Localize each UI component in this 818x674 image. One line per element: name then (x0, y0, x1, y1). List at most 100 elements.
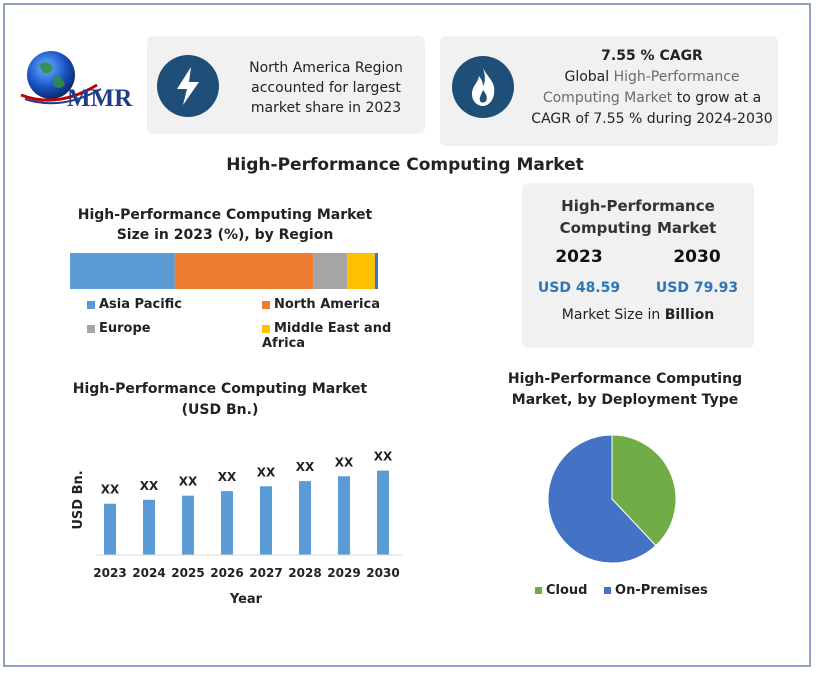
stack-segment (347, 253, 375, 289)
globe-icon: MMR (20, 51, 133, 112)
pie-chart (547, 434, 677, 564)
legend-swatch (604, 587, 612, 594)
flame-icon (472, 68, 495, 106)
banner-right-highlight: High-Performance (613, 69, 740, 85)
infographic-frame: MMR North America Region accounted for l… (3, 3, 811, 667)
bar (299, 481, 311, 555)
bar (104, 503, 116, 555)
bar-chart-title-line: (USD Bn.) (181, 402, 259, 418)
legend-swatch (262, 324, 270, 333)
stack-segment (174, 253, 314, 289)
pie-chart-title-line: High-Performance Computing (507, 371, 743, 387)
bar-data-label: XX (296, 460, 315, 474)
region-stacked-bar (70, 253, 378, 289)
bar (182, 495, 194, 555)
legend-item-middle-east-africa: Middle East and Africa (262, 321, 427, 351)
logo: MMR (17, 45, 147, 115)
legend-label: Asia Pacific (99, 297, 183, 312)
banner-right-suffix: to grow at a (672, 90, 762, 106)
banner-right-prefix: Global (564, 69, 614, 85)
cagr-title: 7.55 % CAGR (601, 48, 703, 64)
market-size-title: High-Performance Computing Market (522, 195, 754, 239)
legend-swatch (262, 300, 270, 309)
bar-data-label: XX (179, 475, 198, 489)
stack-segment (313, 253, 348, 289)
legend-label: Cloud (546, 583, 588, 598)
bar-data-label: XX (218, 470, 237, 484)
legend-item-cloud: Cloud (535, 583, 588, 598)
legend-swatch (87, 300, 95, 309)
banner-right-line: Global High-Performance (528, 67, 776, 88)
x-tick-label: 2029 (327, 566, 360, 580)
region-chart-title: High-Performance Computing Market Size i… (65, 205, 385, 245)
market-size-unit: Market Size in Billion (522, 307, 754, 323)
pie-slice-on-premises (547, 434, 657, 564)
pie-slice-cloud (611, 434, 677, 547)
legend-label: On-Premises (615, 583, 708, 598)
stack-segment (70, 253, 175, 289)
market-size-card: High-Performance Computing Market 2023 2… (522, 183, 754, 348)
banner-right-line: CAGR of 7.55 % during 2024-2030 (531, 111, 773, 127)
bar-data-label: XX (257, 465, 276, 479)
region-legend: Asia Pacific North America Europe Middle… (87, 297, 427, 351)
banner-left-line: North America Region (249, 60, 403, 76)
bar-data-label: XX (101, 483, 120, 497)
bar-data-label: XX (140, 479, 159, 493)
banner-right-card: 7.55 % CAGR Global High-Performance Comp… (440, 36, 778, 146)
year-2030-label: 2030 (673, 247, 721, 267)
bar (143, 499, 155, 555)
value-2023: USD 48.59 (537, 280, 621, 296)
banner-left-line: accounted for largest (251, 80, 401, 96)
market-size-title-line: Computing Market (559, 219, 717, 237)
banner-left-line: market share in 2023 (250, 100, 402, 116)
legend-swatch (535, 587, 542, 594)
legend-item-asia-pacific: Asia Pacific (87, 297, 182, 312)
unit-prefix: Market Size in (561, 307, 665, 323)
bar-chart-title-line: High-Performance Computing Market (72, 381, 368, 397)
banner-right-line: Computing Market to grow at a (528, 88, 776, 109)
legend-label: Europe (99, 321, 151, 336)
bar (221, 491, 233, 555)
bar-chart: XX 2023 XX 2024 XX 2025 XX 2026 XX 2027 XX 2028 XX 20… (71, 450, 402, 607)
banner-right-highlight: Computing Market (542, 90, 673, 106)
x-axis-label: Year (229, 592, 263, 607)
lightning-icon (177, 67, 199, 105)
flame-badge (452, 56, 514, 118)
banner-left-text: North America Region accounted for large… (229, 58, 423, 118)
value-2030: USD 79.93 (655, 280, 739, 296)
bar (338, 476, 350, 555)
x-tick-label: 2025 (171, 566, 204, 580)
pie-chart-title: High-Performance Computing Market, by De… (475, 369, 775, 411)
logo-text: MMR (67, 85, 133, 112)
legend-item-on-premises: On-Premises (604, 583, 708, 598)
bar (260, 486, 272, 555)
lightning-badge (157, 55, 219, 117)
banner-right-text: 7.55 % CAGR Global High-Performance Comp… (528, 46, 776, 130)
banner-left-card: North America Region accounted for large… (147, 36, 425, 134)
pie-legend: Cloud On-Premises (535, 583, 735, 598)
x-tick-label: 2030 (366, 566, 399, 580)
region-chart-title-line: High-Performance Computing Market (77, 207, 373, 223)
x-tick-label: 2026 (210, 566, 243, 580)
stack-segment (374, 253, 378, 289)
bar-chart-title: High-Performance Computing Market (USD B… (70, 379, 370, 421)
legend-swatch (87, 324, 95, 333)
y-axis-label: USD Bn. (71, 470, 86, 529)
market-size-title-line: High-Performance (561, 197, 715, 215)
bar-data-label: XX (374, 450, 393, 464)
x-tick-label: 2023 (93, 566, 126, 580)
legend-item-north-america: North America (262, 297, 380, 312)
unit-bold: Billion (664, 307, 715, 323)
year-2023-label: 2023 (555, 247, 603, 267)
legend-label: Middle East and Africa (262, 321, 392, 351)
main-title: High-Performance Computing Market (226, 155, 584, 175)
x-tick-label: 2028 (288, 566, 321, 580)
x-tick-label: 2027 (249, 566, 282, 580)
x-tick-label: 2024 (132, 566, 165, 580)
bar (377, 470, 389, 555)
bar-data-label: XX (335, 455, 354, 469)
legend-label: North America (274, 297, 380, 312)
legend-item-europe: Europe (87, 321, 151, 336)
pie-chart-title-line: Market, by Deployment Type (511, 392, 739, 408)
region-chart-title-line: Size in 2023 (%), by Region (116, 227, 334, 243)
